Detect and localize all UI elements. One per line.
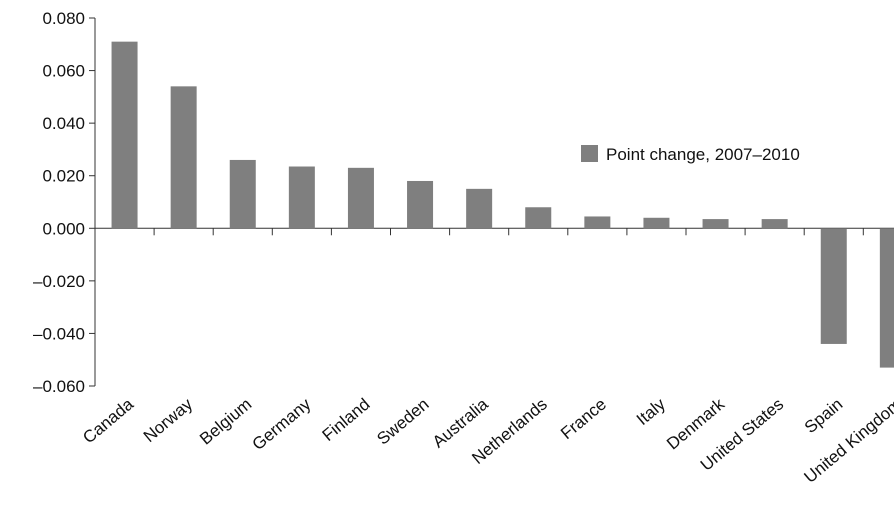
bar-norway (170, 86, 197, 229)
bar-italy (643, 217, 670, 229)
legend: Point change, 2007–2010 (581, 145, 800, 164)
bar-netherlands (525, 207, 552, 229)
bar-united-states (761, 219, 788, 229)
bar-australia (466, 188, 493, 229)
category-label: Spain (801, 395, 847, 438)
category-label: Norway (140, 394, 197, 446)
bar-france (584, 216, 611, 229)
bar-finland (347, 167, 374, 229)
category-label: France (557, 395, 610, 444)
legend-label: Point change, 2007–2010 (606, 145, 800, 164)
y-tick-label: –0.020 (33, 272, 85, 291)
y-axis: 0.080 0.060 0.040 0.020 0.000 –0.020 –0.040 –0.… (33, 9, 96, 396)
legend-swatch (581, 145, 598, 162)
bar-spain (820, 228, 847, 344)
bar-sweden (407, 180, 434, 229)
category-label: Finland (319, 395, 374, 445)
category-label: Germany (249, 394, 315, 454)
category-label: Canada (79, 394, 137, 447)
bars (111, 41, 894, 368)
bar-belgium (229, 159, 256, 229)
category-label: Italy (633, 394, 669, 429)
y-tick-label: –0.040 (33, 324, 85, 343)
category-label: Sweden (373, 395, 432, 449)
y-tick-label: 0.080 (42, 9, 85, 28)
bar-united-kingdom (879, 228, 894, 368)
category-label: United Kingdom (801, 395, 894, 487)
y-tick-label: 0.060 (42, 62, 85, 81)
y-tick-label: 0.020 (42, 167, 85, 186)
bar-germany (288, 166, 315, 229)
bar-canada (111, 41, 138, 229)
y-tick-label: 0.040 (42, 114, 85, 133)
bar-denmark (702, 219, 729, 229)
y-tick-label: –0.060 (33, 377, 85, 396)
y-tick-label: 0.000 (42, 219, 85, 238)
x-axis (94, 227, 894, 236)
category-label: Belgium (196, 395, 255, 449)
